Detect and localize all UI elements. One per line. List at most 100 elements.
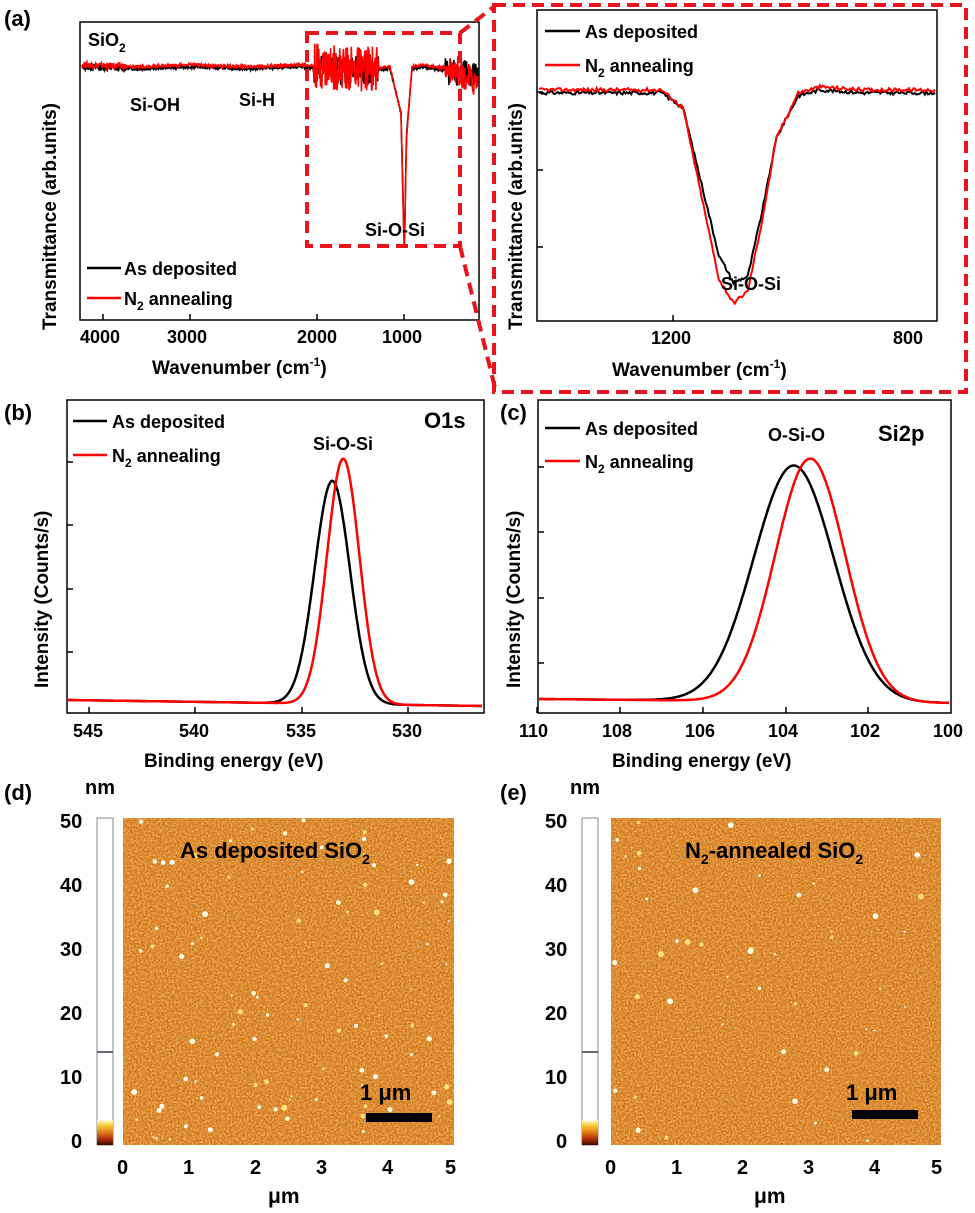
colorbar-d: [96, 817, 114, 1146]
panel-b-title: O1s: [424, 408, 466, 433]
afm-particle: [230, 994, 233, 997]
peak-label-sioh: Si-OH: [130, 95, 180, 115]
afm-particle: [255, 995, 259, 999]
x-tick-label: 3: [316, 1157, 327, 1179]
afm-particle: [796, 892, 802, 898]
afm-particle: [409, 1053, 413, 1057]
legend-zoom-an: N2 annealing: [585, 56, 694, 80]
afm-particle: [387, 1107, 393, 1113]
y-ticks-a-zoom: [537, 91, 543, 248]
colorbar-gradient-e: [582, 1120, 598, 1145]
afm-particle: [612, 960, 618, 966]
afm-particle: [792, 1098, 798, 1105]
afm-particle: [138, 819, 144, 824]
afm-texture-d: [123, 818, 454, 1145]
colorbar-tick: 10: [60, 1067, 82, 1089]
scalebar-d: [366, 1113, 432, 1122]
legend-b-an: N2 annealing: [112, 446, 221, 470]
afm-particle: [438, 1115, 441, 1118]
colorbar-tick: 30: [60, 939, 82, 961]
x-tick-label: 1: [183, 1157, 194, 1179]
x-tick-label: 3000: [167, 327, 207, 347]
afm-particle: [288, 1098, 291, 1101]
colorbar-tick: 0: [556, 1131, 567, 1153]
panel-d: (d) nm 50 40 30 20 10 0 As deposited SiO…: [4, 777, 456, 1208]
x-tick-label: 1000: [382, 327, 422, 347]
x-tick-label: 5: [445, 1157, 456, 1179]
afm-particle: [692, 887, 699, 894]
afm-particle: [721, 1023, 724, 1026]
legend-a: As deposited N2 annealing: [87, 259, 237, 313]
series-n2-annealing-line: [68, 457, 482, 708]
series-as-deposited-line: [539, 464, 950, 705]
afm-particle: [657, 951, 664, 958]
x-tick-label: 4: [382, 1157, 394, 1179]
x-tick-label: 2: [737, 1157, 748, 1179]
afm-particle: [410, 988, 413, 991]
afm-particle: [635, 1127, 641, 1133]
afm-particle: [296, 1018, 299, 1021]
x-tick-label: 2000: [297, 327, 337, 347]
afm-particle: [165, 884, 169, 888]
afm-particle: [380, 962, 384, 965]
afm-particle: [793, 1002, 797, 1006]
x-tick-label: 535: [286, 721, 316, 741]
afm-particle: [445, 963, 448, 966]
afm-particle: [155, 1137, 158, 1140]
afm-particle: [190, 942, 194, 946]
x-axis-label-c: Binding energy (eV): [612, 751, 791, 772]
legend-b-as: As deposited: [112, 412, 225, 432]
afm-particle: [353, 1023, 359, 1028]
x-axis-label-zoom: Wavenumber (cm-1): [612, 357, 787, 381]
panel-a: (a) SiO2 Si-OH Si-H Si-O-Si As deposited…: [4, 3, 498, 393]
afm-particle: [154, 926, 159, 930]
scalebar-label-e: 1 μm: [846, 1080, 897, 1105]
afm-particle: [747, 948, 754, 954]
afm-particle: [443, 1084, 450, 1090]
colorbar-tick: 20: [545, 1003, 567, 1025]
zoom-connector-top: [458, 3, 498, 35]
x-tick-label: 800: [893, 328, 923, 348]
colorbar-tick: 30: [545, 939, 567, 961]
afm-particle: [638, 867, 642, 871]
afm-particle: [443, 892, 448, 898]
y-axis-label-zoom: Transmittance (arb.units): [506, 103, 527, 330]
panel-b: (b) O1s Si-O-Si As deposited N2 annealin…: [4, 399, 485, 772]
afm-particle: [361, 1129, 365, 1133]
colorbar-tick: 50: [60, 811, 82, 833]
afm-particle: [304, 941, 306, 944]
afm-particle: [296, 918, 302, 923]
afm-particle: [440, 836, 442, 839]
x-tick-label: 1: [671, 1157, 682, 1179]
colorbar-tick: 50: [545, 811, 567, 833]
series-n2-annealing-line: [81, 43, 479, 247]
afm-particle: [633, 1095, 637, 1099]
panel-e: (e) nm 50 40 30 20 10 0 N2-annealed SiO2…: [500, 777, 942, 1208]
afm-particle: [265, 1013, 270, 1017]
afm-particle: [410, 1023, 415, 1028]
x-axis-label-d: μm: [268, 1185, 300, 1208]
afm-particles-e: [612, 820, 924, 1142]
y-axis-label-b: Intensity (Counts/s): [32, 511, 53, 688]
afm-particle: [446, 858, 452, 864]
y-ticks-c: [538, 466, 544, 664]
afm-particle: [904, 1006, 906, 1008]
afm-particle: [613, 1088, 618, 1093]
x-tick-label: 110: [519, 721, 548, 741]
panel-a-zoom: Si-O-Si As deposited N2 annealing 1200 8…: [492, 3, 968, 394]
afm-title-e: N2-annealed SiO2: [685, 838, 863, 867]
afm-particle: [360, 1083, 364, 1088]
panel-e-label: (e): [500, 780, 527, 805]
afm-particle: [231, 1022, 236, 1027]
material-label: SiO2: [88, 30, 126, 55]
legend-zoom-as: As deposited: [585, 22, 698, 42]
x-axis-label-e: μm: [754, 1185, 786, 1208]
panel-b-label: (b): [4, 400, 32, 425]
afm-particle: [156, 1108, 162, 1113]
afm-particle: [872, 913, 879, 919]
afm-particle: [878, 987, 882, 990]
afm-particle: [447, 920, 450, 922]
afm-particle: [179, 954, 185, 960]
afm-particle: [150, 944, 155, 949]
